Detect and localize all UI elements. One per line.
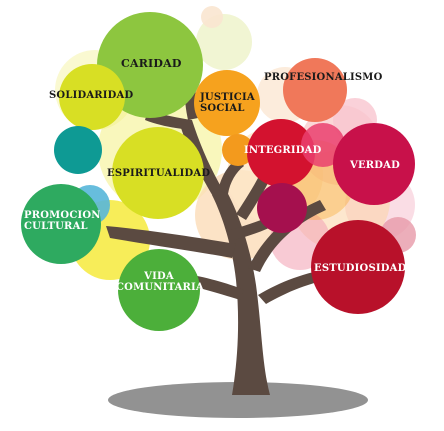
verdad-bubble: [333, 123, 415, 205]
espiritualidad-label: ESPIRITUALIDAD: [107, 168, 211, 179]
justicia-social-bubble: [194, 70, 260, 136]
integridad-bubble: [247, 119, 315, 187]
cultural-label: CULTURAL: [24, 221, 88, 232]
espiritualidad-bubble: [112, 127, 204, 219]
justicia-label: JUSTICIA: [200, 92, 255, 103]
estudiosidad-bubble: [311, 220, 405, 314]
solidaridad-bubble: [59, 64, 125, 130]
social-label: SOCIAL: [200, 103, 245, 114]
orange-small-bubble: [222, 134, 254, 166]
ground-shadow: [108, 382, 368, 418]
integridad-label: INTEGRIDAD: [244, 145, 322, 156]
solidaridad-label: SOLIDARIDAD: [49, 90, 134, 101]
magenta-bubble: [257, 183, 307, 233]
justicia-social-label: JUSTICIA SOCIAL: [200, 92, 255, 114]
profesionalismo-label: PROFESIONALISMO: [264, 72, 383, 83]
value-bubbles: [21, 12, 415, 331]
caridad-label: CARIDAD: [121, 57, 182, 70]
promocion-label: PROMOCION: [24, 210, 101, 221]
vida-comunitaria-bubble: [118, 249, 200, 331]
teal-bubble: [54, 126, 102, 174]
verdad-label: VERDAD: [350, 160, 400, 171]
promocion-cultural-bubble: [21, 184, 101, 264]
profesionalismo-bubble: [283, 58, 347, 122]
estudiosidad-label: ESTUDIOSIDAD: [314, 263, 407, 274]
promocion-cultural-label: PROMOCION CULTURAL: [24, 210, 101, 232]
vida-comunitaria-label: VIDA COMUNITARIA: [116, 271, 204, 293]
vida-label: VIDA: [144, 271, 174, 282]
comunitaria-label: COMUNITARIA: [116, 282, 204, 293]
